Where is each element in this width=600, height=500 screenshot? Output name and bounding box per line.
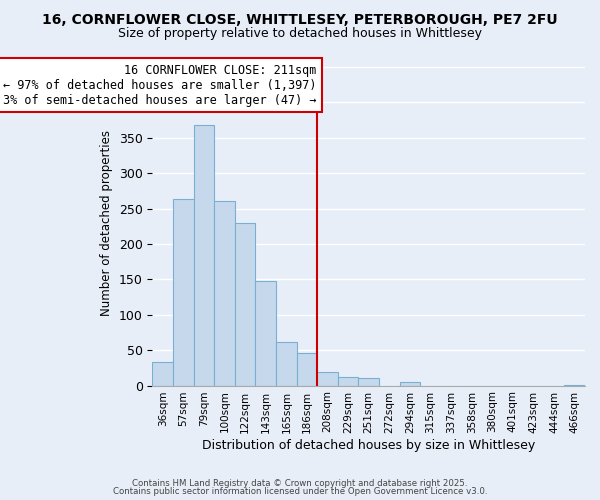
Text: 16 CORNFLOWER CLOSE: 211sqm
← 97% of detached houses are smaller (1,397)
3% of s: 16 CORNFLOWER CLOSE: 211sqm ← 97% of det… [3, 64, 316, 106]
Bar [317, 372, 338, 386]
Bar [276, 342, 296, 386]
Bar [296, 353, 317, 386]
Bar [338, 377, 358, 386]
Bar [358, 378, 379, 386]
Y-axis label: Number of detached properties: Number of detached properties [100, 130, 113, 316]
Bar [194, 125, 214, 386]
Bar [565, 385, 585, 386]
Bar [173, 200, 194, 386]
Bar [400, 382, 420, 386]
Bar [256, 281, 276, 386]
Text: Size of property relative to detached houses in Whittlesey: Size of property relative to detached ho… [118, 28, 482, 40]
Bar [235, 224, 256, 386]
X-axis label: Distribution of detached houses by size in Whittlesey: Distribution of detached houses by size … [202, 440, 535, 452]
Bar [214, 201, 235, 386]
Text: 16, CORNFLOWER CLOSE, WHITTLESEY, PETERBOROUGH, PE7 2FU: 16, CORNFLOWER CLOSE, WHITTLESEY, PETERB… [42, 12, 558, 26]
Bar [152, 362, 173, 386]
Text: Contains public sector information licensed under the Open Government Licence v3: Contains public sector information licen… [113, 487, 487, 496]
Text: Contains HM Land Registry data © Crown copyright and database right 2025.: Contains HM Land Registry data © Crown c… [132, 478, 468, 488]
